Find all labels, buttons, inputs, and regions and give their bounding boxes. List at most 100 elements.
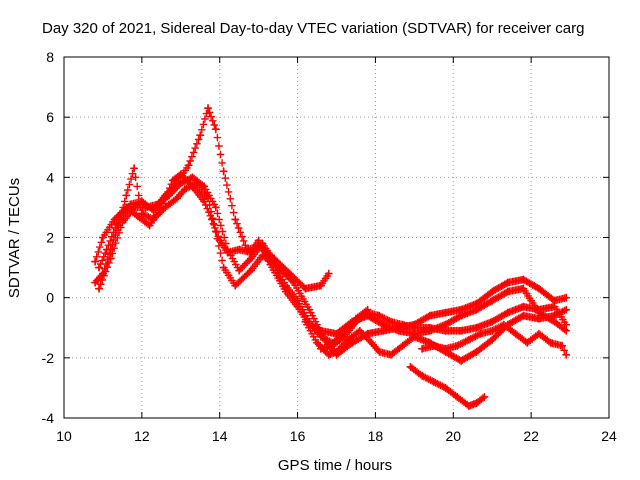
data-point (480, 392, 489, 401)
data-point (122, 191, 131, 200)
data-point (562, 293, 571, 302)
data-point (457, 305, 466, 314)
data-point (511, 329, 520, 338)
y-tick-label: 0 (46, 290, 54, 306)
data-point (534, 329, 543, 338)
data-point (106, 254, 115, 263)
data-point (398, 341, 407, 350)
y-tick-label: -2 (42, 350, 55, 366)
data-point (441, 383, 450, 392)
series-layer (91, 104, 571, 410)
data-point (340, 332, 349, 341)
data-point (324, 269, 333, 278)
data-point (219, 167, 228, 176)
data-point (301, 317, 310, 326)
data-point (534, 305, 543, 314)
data-point (503, 278, 512, 287)
data-point (328, 341, 337, 350)
data-point (320, 335, 329, 344)
y-tick-label: 6 (46, 109, 54, 125)
data-point (488, 296, 497, 305)
data-point (246, 254, 255, 263)
data-point (488, 335, 497, 344)
data-point (223, 245, 232, 254)
series-track (406, 362, 489, 410)
data-point (316, 344, 325, 353)
data-point (519, 284, 528, 293)
data-point (165, 191, 174, 200)
data-point (519, 302, 528, 311)
data-point (102, 245, 111, 254)
data-point (266, 260, 275, 269)
data-point (457, 356, 466, 365)
data-point (488, 287, 497, 296)
data-point (204, 104, 213, 113)
x-axis-label: GPS time / hours (278, 457, 392, 474)
data-point (441, 344, 450, 353)
data-point (200, 197, 209, 206)
data-point (503, 308, 512, 317)
data-point (258, 239, 267, 248)
data-point (95, 284, 104, 293)
data-point (457, 326, 466, 335)
data-point (293, 302, 302, 311)
x-tick-label: 14 (212, 428, 228, 444)
data-point (169, 176, 177, 185)
data-point (534, 314, 543, 323)
data-point (488, 317, 497, 326)
data-point (324, 350, 333, 359)
data-point (499, 320, 508, 329)
data-point (211, 203, 220, 212)
data-point (472, 299, 481, 308)
y-tick-label: -4 (42, 410, 55, 426)
data-point (472, 323, 481, 332)
data-point (172, 194, 181, 203)
data-point (418, 371, 427, 380)
data-point (472, 398, 481, 407)
y-axis-label: SDTVAR / TECUs (6, 178, 23, 298)
data-point (254, 236, 263, 245)
grid (64, 57, 609, 418)
data-point (235, 245, 244, 254)
data-point (367, 338, 376, 347)
y-tick-label: 4 (46, 169, 54, 185)
data-point (355, 326, 364, 335)
data-point (550, 302, 559, 311)
data-point (375, 347, 384, 356)
data-point (313, 338, 322, 347)
data-point (180, 185, 189, 194)
series-track (316, 302, 571, 353)
data-point (176, 170, 185, 179)
data-point (441, 308, 450, 317)
data-point (231, 215, 240, 224)
data-point (110, 215, 119, 224)
data-point (231, 281, 240, 290)
data-point (476, 329, 485, 338)
data-point (562, 320, 571, 329)
data-point (176, 179, 185, 188)
data-point (200, 182, 209, 191)
data-point (246, 266, 255, 275)
data-point (215, 236, 224, 245)
data-point (387, 317, 395, 326)
data-point (219, 263, 228, 272)
data-point (410, 332, 419, 341)
x-tick-label: 16 (290, 428, 306, 444)
y-tick-label: 2 (46, 230, 54, 246)
data-point (305, 305, 314, 314)
data-point (211, 125, 220, 134)
data-point (410, 323, 419, 332)
data-point (188, 182, 197, 191)
data-point (562, 305, 571, 314)
y-tick-label: 8 (46, 49, 54, 65)
data-point (130, 203, 139, 212)
data-point (379, 326, 388, 335)
x-tick-label: 12 (134, 428, 150, 444)
data-point (523, 338, 532, 347)
data-point (550, 311, 559, 320)
x-tick-label: 22 (523, 428, 539, 444)
data-point (425, 323, 434, 332)
data-point (519, 275, 528, 284)
data-point (546, 338, 555, 347)
